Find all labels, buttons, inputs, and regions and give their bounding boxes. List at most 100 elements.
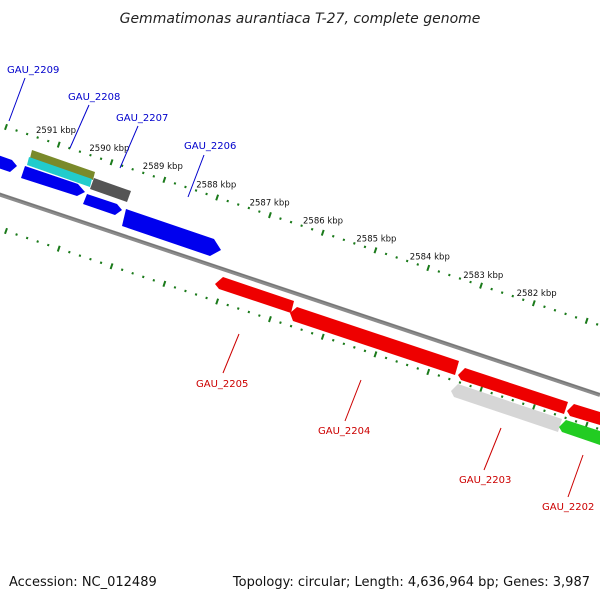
inner-tick <box>99 261 103 265</box>
outer-tick <box>184 185 187 189</box>
inner-tick <box>25 236 29 240</box>
outer-tick <box>89 153 92 157</box>
outer-tick <box>479 282 483 289</box>
inner-tick <box>215 298 220 305</box>
outer-tick <box>511 294 515 298</box>
feature-bar-cyan <box>27 157 92 187</box>
scale-label: 2584 kbp <box>410 253 450 263</box>
leader-GAU_2208 <box>69 104 90 149</box>
gene-arrow-GAU_2206[interactable] <box>122 209 221 256</box>
inner-tick <box>289 324 293 328</box>
gene-label-GAU_2208[interactable]: GAU_2208 <box>68 92 120 103</box>
inner-tick <box>469 384 472 388</box>
outer-tick <box>384 252 388 256</box>
inner-tick <box>373 351 378 358</box>
inner-tick <box>553 412 557 416</box>
outer-tick <box>448 273 451 277</box>
inner-tick <box>279 321 282 325</box>
leader-GAU_2202 <box>567 454 584 498</box>
inner-tick <box>331 338 335 342</box>
gene-arrow-GAU_2207[interactable] <box>83 194 122 215</box>
outer-tick <box>141 171 145 175</box>
inner-tick <box>320 333 325 340</box>
gene-arrow-GAU_2208[interactable] <box>21 166 85 196</box>
inner-tick <box>173 286 177 289</box>
inner-tick <box>46 243 50 247</box>
outer-tick <box>490 287 493 291</box>
inner-tick <box>437 374 441 377</box>
outer-tick <box>553 308 557 312</box>
inner-tick <box>36 240 39 243</box>
accession-text: Accession: NC_012489 <box>9 575 157 590</box>
inner-tick <box>300 328 303 331</box>
inner-tick <box>395 360 398 363</box>
inner-tick <box>78 254 82 257</box>
gene-arrow-GAU_2209[interactable] <box>0 154 17 172</box>
feature-tracks <box>27 150 131 202</box>
outer-tick <box>173 182 177 185</box>
inner-tick <box>247 310 251 314</box>
outer-tick <box>300 224 303 227</box>
feature-bar-olive <box>30 150 95 180</box>
gene-arrow-GAU_2205[interactable] <box>215 277 294 313</box>
gene-leader-lines <box>8 77 584 498</box>
inner-tick <box>342 342 346 346</box>
inner-tick <box>353 345 356 349</box>
reverse-gene-track <box>215 277 600 445</box>
outer-tick <box>152 175 156 178</box>
inner-tick <box>268 315 272 323</box>
forward-gene-track <box>0 154 221 256</box>
gene-label-GAU_2202[interactable]: GAU_2202 <box>542 502 594 513</box>
gene-label-GAU_2206[interactable]: GAU_2206 <box>184 141 236 152</box>
leader-GAU_2209 <box>8 77 26 122</box>
inner-tick <box>574 419 578 423</box>
scale-label: 2582 kbp <box>517 289 557 299</box>
gene-arrow-GAU_2202[interactable] <box>559 420 600 445</box>
gene-label-GAU_2204[interactable]: GAU_2204 <box>318 426 370 437</box>
gene-arrow-GAU_2203[interactable] <box>451 384 562 432</box>
gene-arrow-GAU_2205b[interactable] <box>458 368 568 414</box>
outer-tick <box>342 238 346 242</box>
scale-label: 2585 kbp <box>356 235 396 245</box>
scale-labels: 2591 kbp 2590 kbp 2589 kbp 2588 kbp 2587 kbp… <box>36 126 557 299</box>
inner-tick <box>384 356 388 360</box>
inner-tick <box>490 391 493 395</box>
leader-GAU_2205 <box>222 333 240 374</box>
outer-tick <box>363 245 367 249</box>
inner-tick <box>426 368 431 376</box>
genome-backbone <box>0 192 600 397</box>
gene-label-GAU_2209[interactable]: GAU_2209 <box>7 65 59 76</box>
inner-tick <box>458 381 462 384</box>
inner-tick <box>141 275 145 279</box>
inner-tick-track <box>4 227 599 430</box>
outer-tick <box>46 139 50 143</box>
leader-GAU_2204 <box>344 379 362 422</box>
scale-label: 2583 kbp <box>463 271 503 281</box>
outer-tick <box>215 194 220 201</box>
outer-tick <box>543 305 546 309</box>
gene-arrow-edge[interactable] <box>567 404 600 425</box>
outer-tick <box>131 167 134 171</box>
outer-tick <box>289 220 293 224</box>
gene-label-GAU_2207[interactable]: GAU_2207 <box>116 113 168 124</box>
scale-label: 2588 kbp <box>196 180 236 190</box>
inner-tick <box>511 398 515 402</box>
leader-GAU_2207 <box>119 125 139 169</box>
outer-tick <box>25 132 29 136</box>
outer-tick <box>56 141 61 148</box>
outer-tick <box>162 176 167 184</box>
gene-arrow-GAU_2204[interactable] <box>290 307 459 375</box>
outer-tick <box>310 227 314 231</box>
gene-label-GAU_2203[interactable]: GAU_2203 <box>459 475 511 486</box>
gene-label-GAU_2205[interactable]: GAU_2205 <box>196 379 248 390</box>
outer-tick <box>236 203 240 206</box>
outer-tick <box>395 256 398 259</box>
leader-GAU_2206 <box>187 154 205 198</box>
outer-tick <box>405 259 409 263</box>
outer-tick <box>500 291 504 295</box>
outer-tick <box>437 270 441 273</box>
outer-tick <box>205 192 208 196</box>
inner-tick <box>226 303 229 307</box>
genome-summary-text: Topology: circular; Length: 4,636,964 bp… <box>232 575 590 590</box>
